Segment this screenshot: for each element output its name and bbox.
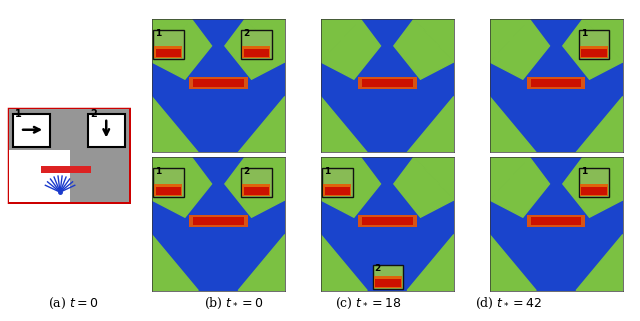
- Bar: [580, 46, 608, 58]
- Bar: [375, 279, 401, 287]
- Polygon shape: [407, 97, 454, 152]
- Polygon shape: [321, 19, 360, 62]
- Bar: [189, 76, 248, 89]
- Bar: [527, 214, 586, 227]
- Text: 2: 2: [90, 108, 97, 119]
- Text: 2: 2: [243, 167, 249, 176]
- Polygon shape: [152, 235, 198, 291]
- Polygon shape: [152, 97, 198, 152]
- Polygon shape: [490, 157, 529, 200]
- Bar: [153, 30, 184, 59]
- Bar: [9, 150, 70, 202]
- Bar: [527, 76, 586, 89]
- Text: 1: 1: [324, 167, 330, 176]
- Polygon shape: [490, 97, 536, 152]
- Bar: [189, 214, 248, 227]
- Bar: [579, 30, 609, 59]
- Bar: [322, 168, 353, 197]
- Bar: [9, 109, 129, 150]
- Polygon shape: [407, 235, 454, 291]
- Polygon shape: [490, 19, 529, 62]
- Bar: [358, 76, 417, 89]
- Bar: [70, 150, 129, 202]
- Bar: [244, 187, 269, 195]
- Bar: [580, 184, 608, 196]
- Text: 2: 2: [243, 29, 249, 38]
- Text: 1: 1: [581, 167, 587, 176]
- Polygon shape: [490, 157, 550, 217]
- Text: 1: 1: [155, 29, 161, 38]
- Polygon shape: [414, 157, 454, 200]
- Polygon shape: [321, 235, 367, 291]
- Text: (d) $t_* = 42$: (d) $t_* = 42$: [476, 296, 542, 311]
- Bar: [579, 168, 609, 197]
- Polygon shape: [563, 157, 623, 217]
- Polygon shape: [490, 19, 550, 79]
- Bar: [242, 46, 270, 58]
- Polygon shape: [576, 97, 623, 152]
- Polygon shape: [225, 19, 285, 79]
- Text: (b) $t_* = 0$: (b) $t_* = 0$: [204, 296, 263, 311]
- Bar: [244, 49, 269, 56]
- Polygon shape: [321, 97, 367, 152]
- Polygon shape: [245, 19, 285, 62]
- Text: 1: 1: [155, 167, 161, 176]
- Bar: [324, 187, 350, 195]
- Text: 1: 1: [15, 108, 22, 119]
- Polygon shape: [321, 157, 381, 217]
- Polygon shape: [583, 157, 623, 200]
- Polygon shape: [563, 19, 623, 79]
- Bar: [358, 214, 417, 227]
- Bar: [241, 168, 271, 197]
- Polygon shape: [576, 235, 623, 291]
- Polygon shape: [245, 157, 285, 200]
- Bar: [156, 49, 181, 56]
- Bar: [156, 187, 181, 195]
- Bar: [582, 49, 607, 56]
- Text: (c) $t_* = 18$: (c) $t_* = 18$: [335, 296, 401, 311]
- Bar: [374, 276, 402, 288]
- Bar: [323, 184, 351, 196]
- Bar: [241, 30, 271, 59]
- Bar: [193, 79, 244, 87]
- Bar: [154, 184, 182, 196]
- Polygon shape: [583, 19, 623, 62]
- Polygon shape: [490, 235, 536, 291]
- Bar: [42, 166, 92, 173]
- Polygon shape: [238, 235, 285, 291]
- Polygon shape: [152, 157, 212, 217]
- Polygon shape: [152, 157, 191, 200]
- Text: (a) $t = 0$: (a) $t = 0$: [49, 296, 99, 311]
- Bar: [153, 168, 184, 197]
- Bar: [362, 79, 413, 87]
- Polygon shape: [321, 157, 360, 200]
- Polygon shape: [394, 19, 454, 79]
- Polygon shape: [414, 19, 454, 62]
- Bar: [531, 79, 582, 87]
- Bar: [242, 184, 270, 196]
- Bar: [531, 217, 582, 225]
- Bar: [154, 46, 182, 58]
- Text: 1: 1: [581, 29, 587, 38]
- Bar: [13, 114, 50, 147]
- Text: 2: 2: [374, 264, 381, 273]
- Polygon shape: [152, 19, 191, 62]
- Polygon shape: [152, 19, 212, 79]
- Polygon shape: [238, 97, 285, 152]
- Bar: [193, 217, 244, 225]
- Polygon shape: [321, 19, 381, 79]
- Bar: [362, 217, 413, 225]
- Polygon shape: [394, 157, 454, 217]
- Bar: [372, 265, 403, 289]
- Bar: [582, 187, 607, 195]
- Bar: [88, 114, 125, 147]
- Polygon shape: [225, 157, 285, 217]
